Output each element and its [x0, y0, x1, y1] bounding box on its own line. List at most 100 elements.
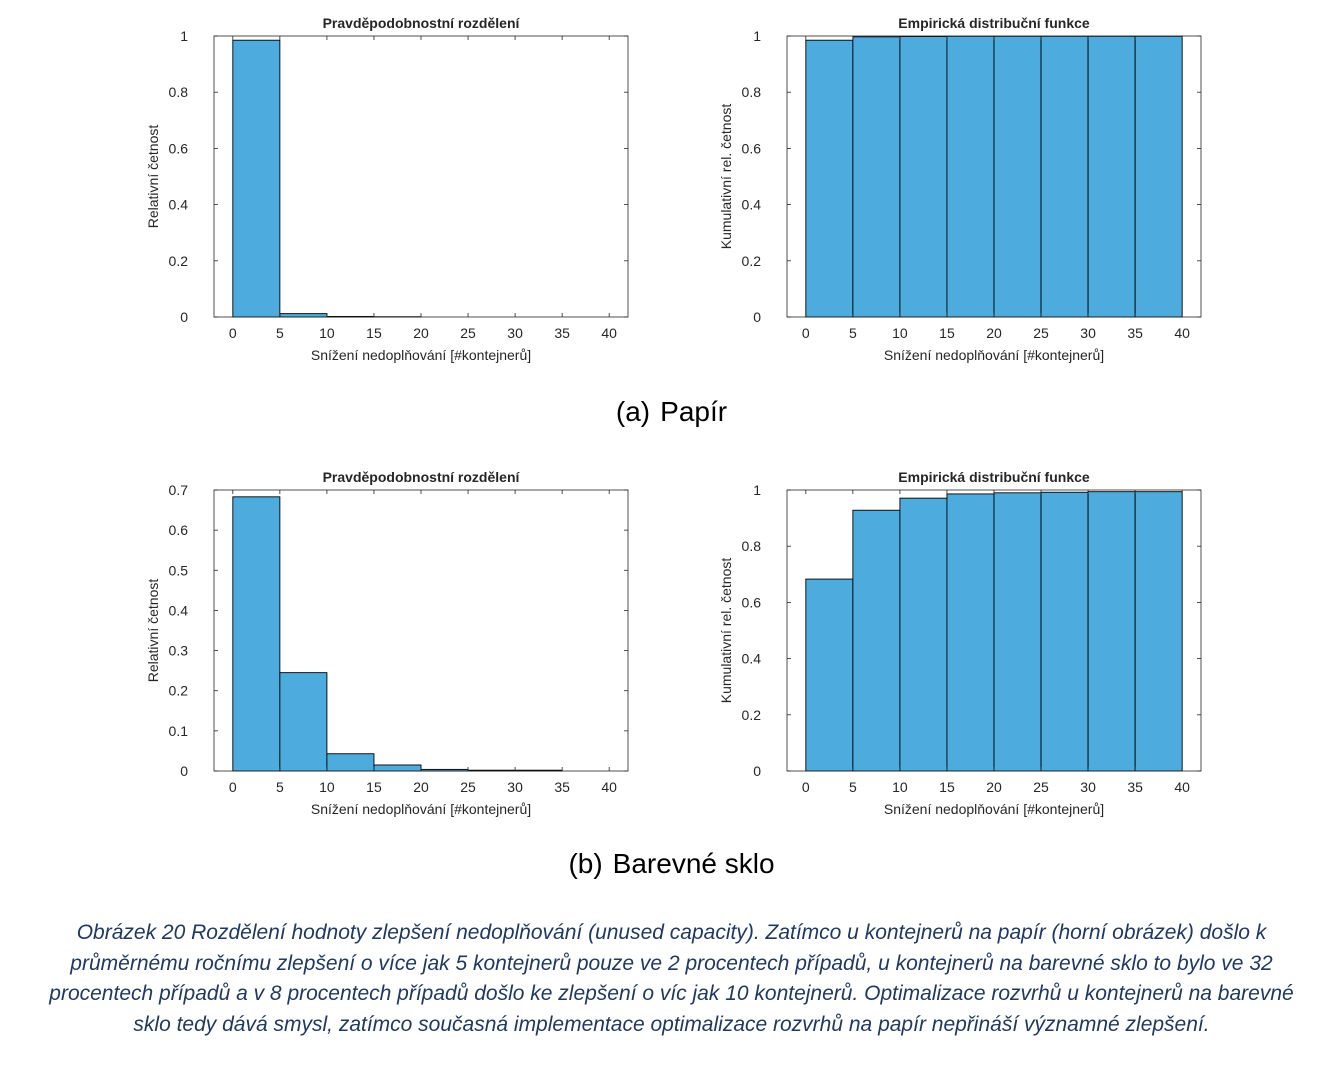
y-tick-label: 0: [753, 763, 761, 779]
histogram-bar: [279, 672, 328, 772]
x-axis-label: Snížení nedoplňování [#kontejnerů]: [884, 347, 1104, 363]
y-tick-label: 0.8: [742, 538, 762, 554]
x-tick-label: 0: [229, 325, 237, 341]
histogram-bar: [993, 492, 1042, 772]
y-tick-label: 0: [753, 309, 761, 325]
histogram-bar: [1040, 35, 1089, 318]
x-tick-label: 25: [1033, 779, 1049, 795]
chart-title: Empirická distribuční funkce: [898, 15, 1090, 31]
histogram-bar: [899, 497, 948, 772]
x-tick-label: 35: [1127, 779, 1143, 795]
x-tick-label: 30: [507, 325, 523, 341]
y-tick-label: 0.2: [742, 253, 762, 269]
x-tick-label: 40: [1174, 779, 1190, 795]
y-tick-label: 0.4: [742, 197, 762, 213]
histogram-bar: [852, 36, 901, 318]
x-tick-label: 10: [319, 779, 335, 795]
x-tick-label: 15: [939, 779, 955, 795]
subcaption-b-text: Barevné sklo: [612, 848, 775, 879]
histogram-bar: [1040, 491, 1089, 772]
histogram-bar: [232, 39, 281, 318]
x-tick-label: 25: [460, 779, 476, 795]
chart-sklo-pmf: Pravděpodobnostní rozdělení 0 5 10 15 20 25 30 3…: [145, 469, 629, 817]
x-tick-label: 35: [1127, 325, 1143, 341]
x-tick-label: 5: [276, 325, 284, 341]
y-tick-label: 0.6: [169, 140, 189, 156]
histogram-bar: [946, 35, 995, 318]
y-tick-label: 0.8: [742, 84, 762, 100]
histogram-bar: [1134, 35, 1183, 318]
y-tick-label: 0.6: [742, 594, 762, 610]
x-tick-label: 15: [939, 325, 955, 341]
subcaption-b-label: (b): [568, 848, 603, 879]
y-tick-label: 0: [180, 309, 188, 325]
x-tick-label: 40: [601, 325, 617, 341]
x-tick-label: 20: [413, 779, 429, 795]
x-tick-label: 25: [460, 325, 476, 341]
x-tick-label: 20: [986, 779, 1002, 795]
subcaption-a: (a) Papír: [0, 396, 1343, 428]
histogram-bar: [993, 35, 1042, 318]
y-axis-label: Kumulativní rel. četnost: [718, 558, 734, 704]
chart-title: Pravděpodobnostní rozdělení: [323, 469, 521, 485]
y-tick-label: 0.2: [169, 683, 189, 699]
y-tick-label: 0: [180, 763, 188, 779]
x-tick-label: 0: [802, 779, 810, 795]
subcaption-b: (b) Barevné sklo: [0, 848, 1343, 880]
histogram-bar: [852, 509, 901, 772]
x-tick-label: 5: [849, 779, 857, 795]
histogram-bar: [805, 578, 854, 772]
subcaption-a-label: (a): [615, 396, 651, 427]
y-tick-label: 0.2: [169, 253, 189, 269]
x-tick-label: 5: [276, 779, 284, 795]
histogram-bar: [232, 496, 281, 772]
y-tick-label: 0.4: [169, 197, 189, 213]
histogram-bar: [805, 39, 854, 318]
x-tick-label: 5: [849, 325, 857, 341]
histogram-bar: [946, 493, 995, 772]
y-axis-label: Kumulativní rel. četnost: [718, 104, 734, 250]
histogram-bar: [1134, 491, 1183, 772]
histogram-bar: [1087, 35, 1136, 318]
x-tick-label: 30: [1080, 779, 1096, 795]
histogram-bar: [899, 36, 948, 318]
histogram-bar: [373, 764, 422, 772]
subcaption-a-text: Papír: [660, 396, 728, 427]
x-tick-label: 20: [986, 325, 1002, 341]
x-tick-label: 30: [1080, 325, 1096, 341]
y-tick-label: 0.6: [742, 140, 762, 156]
chart-title: Pravděpodobnostní rozdělení: [323, 15, 521, 31]
x-tick-label: 20: [413, 325, 429, 341]
y-tick-label: 1: [753, 28, 761, 44]
x-tick-label: 35: [554, 325, 570, 341]
y-axis-label: Relativní četnost: [145, 125, 161, 229]
y-tick-label: 0.8: [169, 84, 189, 100]
y-tick-label: 0.4: [742, 651, 762, 667]
x-tick-label: 10: [892, 325, 908, 341]
histogram-bar: [279, 313, 328, 318]
x-tick-label: 40: [601, 779, 617, 795]
x-axis-label: Snížení nedoplňování [#kontejnerů]: [311, 801, 531, 817]
figure-caption: Obrázek 20 Rozdělení hodnoty zlepšení ne…: [49, 921, 1294, 1036]
chart-papir-pmf: Pravděpodobnostní rozdělení 0 5 10 15 20 25 30 3…: [145, 15, 629, 363]
x-axis-label: Snížení nedoplňování [#kontejnerů]: [884, 801, 1104, 817]
x-tick-label: 15: [366, 325, 382, 341]
x-tick-label: 35: [554, 779, 570, 795]
x-axis-label: Snížení nedoplňování [#kontejnerů]: [311, 347, 531, 363]
y-tick-label: 0.1: [169, 723, 189, 739]
x-tick-label: 10: [319, 325, 335, 341]
x-tick-label: 30: [507, 779, 523, 795]
x-tick-label: 40: [1174, 325, 1190, 341]
y-axis-label: Relativní četnost: [145, 579, 161, 683]
x-tick-label: 0: [802, 325, 810, 341]
y-tick-label: 0.4: [169, 602, 189, 618]
chart-title: Empirická distribuční funkce: [898, 469, 1090, 485]
x-tick-label: 0: [229, 779, 237, 795]
y-tick-label: 0.5: [169, 562, 189, 578]
x-tick-label: 25: [1033, 325, 1049, 341]
y-tick-label: 0.3: [169, 643, 189, 659]
y-tick-label: 0.7: [169, 482, 189, 498]
y-tick-label: 0.2: [742, 707, 762, 723]
